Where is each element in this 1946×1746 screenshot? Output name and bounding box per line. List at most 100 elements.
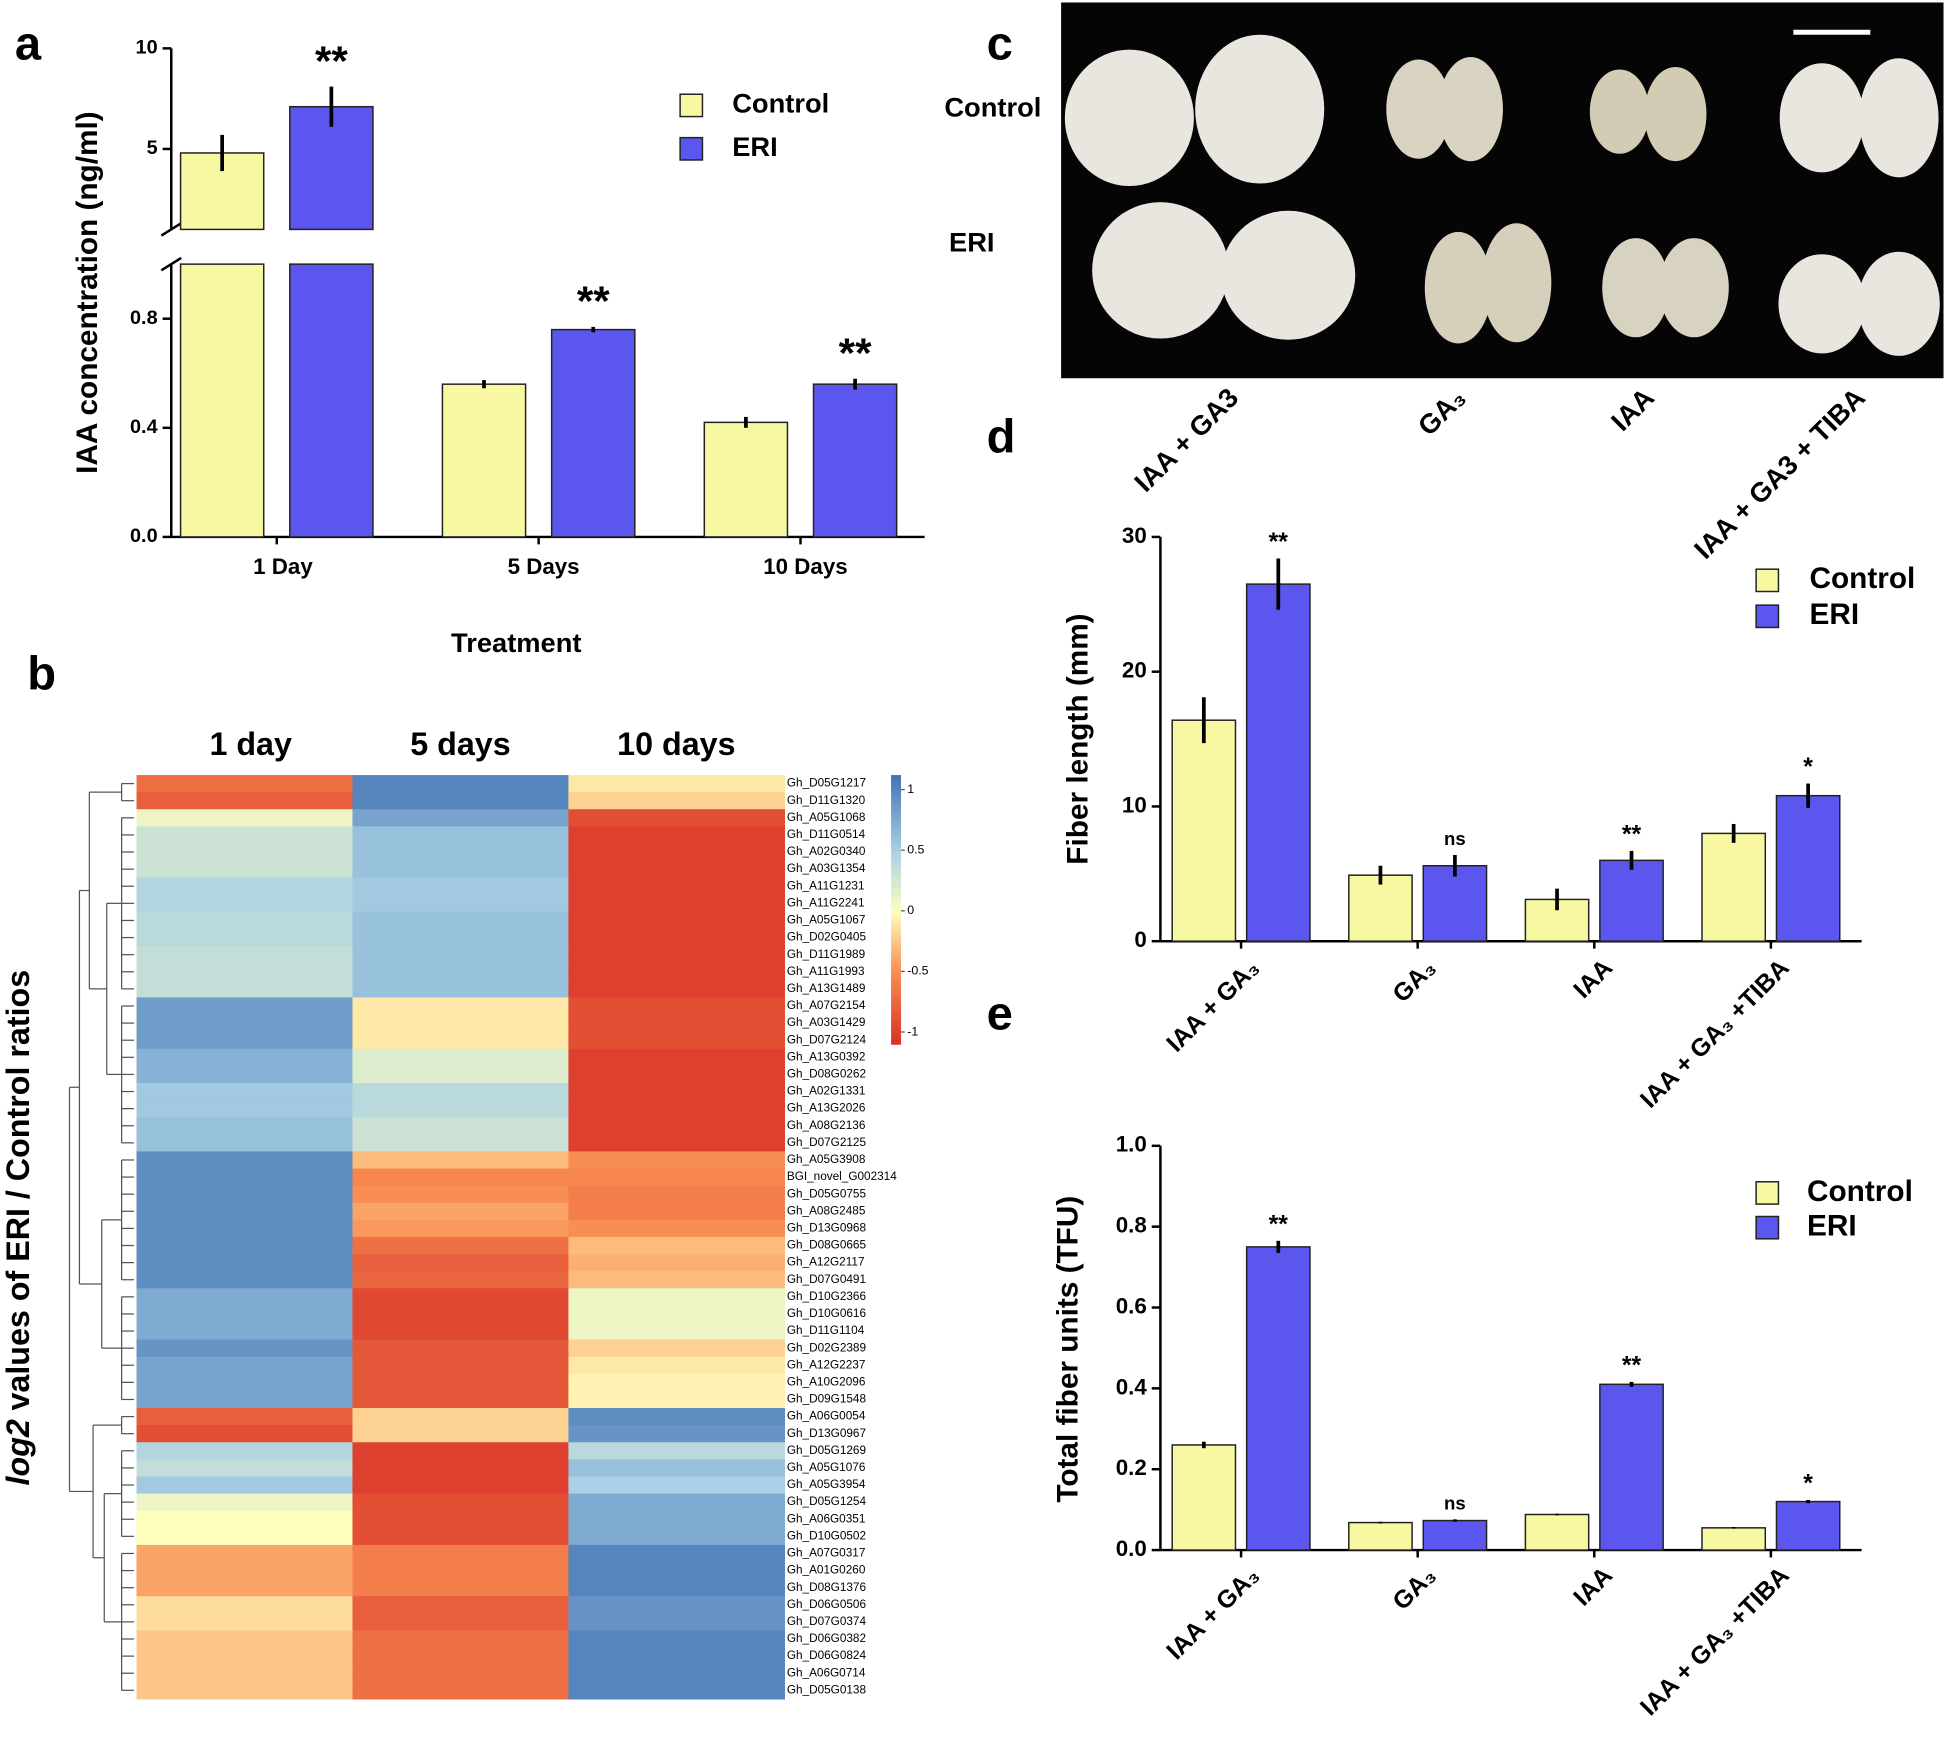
colorbar-segment xyxy=(891,882,902,888)
heatmap-cell xyxy=(568,860,785,879)
colorbar-segment xyxy=(891,842,902,848)
heatmap-cell xyxy=(568,826,785,845)
x-tick-label: 5 Days xyxy=(508,554,580,579)
heatmap-cell xyxy=(568,1288,785,1307)
y-tick-label: 0.0 xyxy=(130,525,158,547)
colorbar-segment xyxy=(891,891,902,897)
row-label: Gh_D11G1989 xyxy=(787,948,865,961)
heatmap-cell xyxy=(352,1082,570,1101)
row-label: Gh_A08G2136 xyxy=(787,1119,866,1132)
heatmap-cell xyxy=(136,1356,354,1375)
legend-swatch xyxy=(679,93,704,118)
heatmap-cell xyxy=(352,980,570,999)
heatmap-cell xyxy=(352,1339,570,1358)
row-label: Gh_A11G1231 xyxy=(787,879,865,892)
heatmap-cell xyxy=(136,1527,354,1546)
row-label: Gh_D08G0262 xyxy=(787,1068,866,1081)
heatmap-cell xyxy=(568,963,785,981)
heatmap-cell xyxy=(352,1630,570,1649)
heatmap-cell xyxy=(136,1630,354,1649)
x-tick-label: IAA + GA₃ +TIBA xyxy=(1636,1562,1795,1721)
heatmap-cell xyxy=(568,894,785,913)
colorbar-segment xyxy=(891,860,902,866)
heatmap-cell xyxy=(568,1185,785,1204)
x-axis-label: Treatment xyxy=(451,627,581,658)
colorbar-segment xyxy=(891,855,902,861)
x-tick-label: IAA xyxy=(1569,1562,1618,1611)
y-axis-label: Total fiber units (TFU) xyxy=(1052,1196,1085,1503)
heatmap-cell xyxy=(136,1647,354,1666)
row-label: Control xyxy=(944,91,1041,122)
heatmap-cell xyxy=(136,775,354,793)
colorbar-label: -0.5 xyxy=(907,964,928,978)
row-label: Gh_D10G2366 xyxy=(787,1290,867,1303)
column-header: 10 days xyxy=(617,726,735,762)
colorbar-segment xyxy=(891,887,902,893)
x-tick-label: GA₃ xyxy=(1388,1562,1442,1615)
heatmap-cell xyxy=(568,877,785,896)
heatmap-cell xyxy=(568,1476,785,1495)
panel-label: a xyxy=(15,17,42,70)
heatmap-cell xyxy=(136,1442,354,1460)
heatmap-cell xyxy=(136,1117,354,1135)
annotation: ** xyxy=(577,278,610,325)
heatmap-cell xyxy=(568,1681,785,1700)
row-label: Gh_A07G0317 xyxy=(787,1547,866,1560)
heatmap-cell xyxy=(352,1544,570,1563)
bar xyxy=(179,263,265,538)
photo: Control ERI IAA + GA3 GA₃ IAA IAA + GA3 … xyxy=(944,2,1944,565)
heatmap-cell xyxy=(352,1373,570,1392)
bar xyxy=(1422,864,1488,942)
legend-label: ERI xyxy=(1807,1210,1857,1243)
colorbar-segment xyxy=(891,788,902,794)
bar xyxy=(1348,1521,1413,1551)
legend-label: Control xyxy=(1807,1175,1913,1208)
bar xyxy=(703,421,789,538)
x-tick-label: IAA xyxy=(1569,954,1618,1003)
legend-swatch xyxy=(1755,1181,1780,1205)
heatmap-cell xyxy=(352,1014,570,1033)
row-label: Gh_D13G0967 xyxy=(787,1427,866,1440)
row-label: ERI xyxy=(949,227,995,258)
heatmap-cell xyxy=(352,1425,570,1443)
row-label: Gh_A05G1068 xyxy=(787,811,866,824)
heatmap-cell xyxy=(352,826,570,845)
heatmap-cell xyxy=(352,1408,570,1426)
heatmap-cell xyxy=(568,1510,785,1529)
heatmap-cell xyxy=(568,1664,785,1683)
heatmap-cell xyxy=(352,1271,570,1289)
column-label: IAA + GA3 xyxy=(1128,382,1244,498)
colorbar-segment xyxy=(891,819,902,825)
column-header: 1 day xyxy=(209,726,292,762)
legend-swatch xyxy=(1755,568,1780,593)
heatmap-cell xyxy=(352,1664,570,1683)
x-tick-label: IAA + GA₃ xyxy=(1162,1562,1265,1665)
colorbar-segment xyxy=(891,923,902,929)
bar xyxy=(1171,719,1237,942)
heatmap-cell xyxy=(568,997,785,1016)
y-tick-label: 0.2 xyxy=(1116,1455,1147,1480)
panel-label: d xyxy=(987,410,1016,463)
heatmap-cell xyxy=(568,1168,785,1187)
bar xyxy=(1171,1444,1237,1551)
row-label: Gh_D08G0665 xyxy=(787,1239,867,1252)
heatmap-cell xyxy=(136,1681,354,1700)
heatmap-cell xyxy=(568,1596,785,1614)
heatmap-cell xyxy=(568,1562,785,1580)
colorbar-segment xyxy=(891,954,902,960)
heatmap-cell xyxy=(352,963,570,981)
colorbar-segment xyxy=(891,945,902,951)
heatmap-cell xyxy=(136,1425,354,1443)
heatmap-cell xyxy=(352,1476,570,1495)
y-tick-label: 20 xyxy=(1122,658,1147,683)
heatmap-cell xyxy=(136,1493,354,1512)
heatmap-cell xyxy=(136,963,354,981)
row-label: Gh_D11G1104 xyxy=(787,1324,865,1337)
row-label: Gh_A11G1993 xyxy=(787,965,865,978)
y-tick-label: 10 xyxy=(1122,792,1147,817)
heatmap-cell xyxy=(352,1065,570,1084)
bar xyxy=(1701,832,1767,942)
legend-label: Control xyxy=(732,88,829,119)
heatmap-cell xyxy=(568,1236,785,1255)
heatmap-cell xyxy=(352,809,570,827)
